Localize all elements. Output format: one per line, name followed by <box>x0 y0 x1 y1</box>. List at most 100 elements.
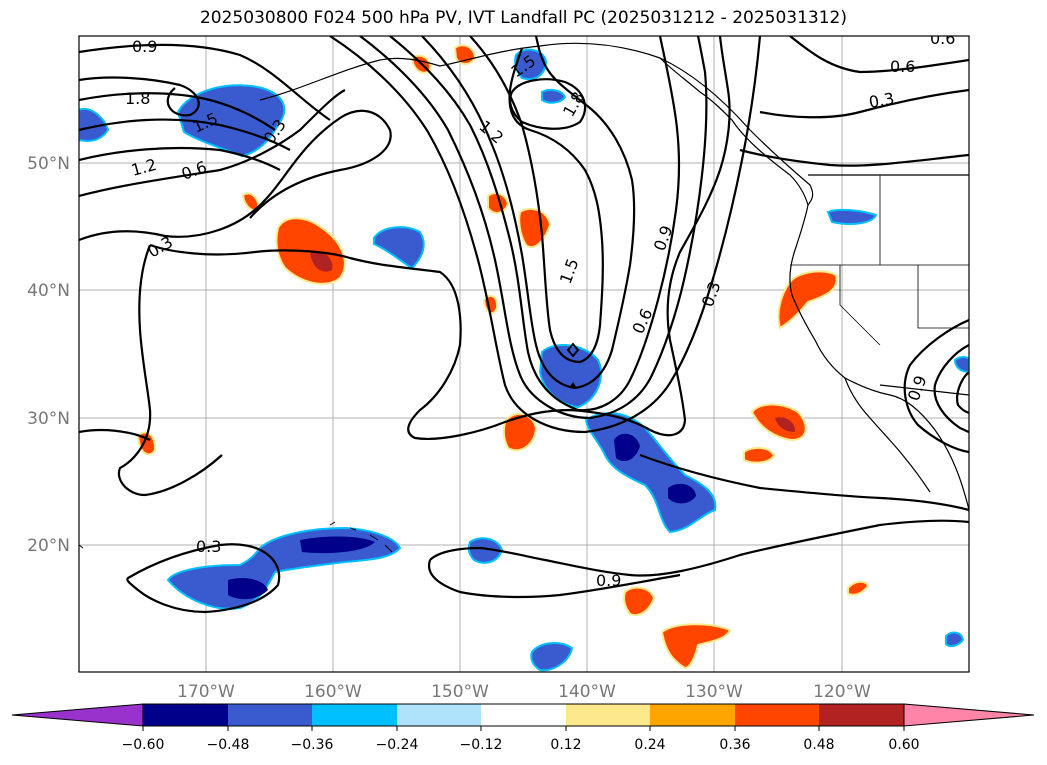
positive-anomaly-subtropics <box>502 412 538 452</box>
longitude-labels: 170°W 160°W 150°W 140°W 130°W 120°W <box>177 682 871 702</box>
negative-anomaly-central-pacific <box>373 226 425 270</box>
negative-anomaly-gulf-alaska-small <box>541 88 567 104</box>
contour-label: 0.3 <box>196 537 221 556</box>
contour-1.2-southeast-low <box>956 371 969 415</box>
colorbar-tick-label: 0.24 <box>634 737 665 753</box>
contour-0.3-east <box>759 88 969 119</box>
state-borders <box>790 175 969 346</box>
colorbar-tick-label: 0.48 <box>803 737 834 753</box>
colorbar-bin <box>312 704 397 726</box>
contour-0.3-west-edge <box>79 428 151 441</box>
contour-label: 0.3 <box>867 89 895 112</box>
colorbar-under-triangle <box>11 703 144 727</box>
colorbar-over-triangle <box>903 703 1035 727</box>
contour-label: 0.9 <box>132 37 157 56</box>
positive-anomaly-southeast <box>847 580 870 596</box>
map-frame <box>78 35 970 673</box>
contour-0.3-east-low <box>739 148 969 167</box>
colorbar-bin <box>397 704 481 726</box>
contour-0.9-west-2 <box>79 146 281 171</box>
positive-anomaly-california <box>777 270 838 330</box>
lon-label-140w: 140°W <box>558 682 616 702</box>
colorbar-ticks <box>142 726 905 731</box>
negative-anomaly-south <box>530 642 574 672</box>
colorbar-bin <box>481 704 566 726</box>
contour-0.9-trough-outer <box>359 36 708 420</box>
negative-anomaly-subtropical-core-1 <box>614 433 640 462</box>
colorbar-tick-label: −0.60 <box>122 737 165 753</box>
negative-anomaly-hawaii-core-1 <box>300 536 375 554</box>
colorbar-tick-label: −0.12 <box>460 737 503 753</box>
lat-label-50n: 50°N <box>27 154 70 174</box>
contour-label: 0.6 <box>890 57 915 76</box>
contour-1.8-west <box>79 76 200 117</box>
colorbar-labels: −0.60 −0.48 −0.36 −0.24 −0.12 0.12 0.24 … <box>122 737 920 753</box>
border-us-mexico <box>879 384 969 396</box>
negative-anomaly-east-of-hawaii <box>467 537 504 564</box>
colorbar-bin <box>735 704 819 726</box>
contour-1.2-west <box>79 118 291 151</box>
latitude-labels: 20°N 30°N 40°N 50°N <box>27 154 70 556</box>
pv-contours <box>79 36 969 614</box>
coastline-canada-coast <box>659 57 809 206</box>
contour-1.5-west <box>79 92 276 131</box>
colorbar: −0.60 −0.48 −0.36 −0.24 −0.12 0.12 0.24 … <box>11 703 1035 753</box>
colorbar-bin <box>650 704 735 726</box>
colorbar-frame <box>142 703 905 727</box>
low-center-marker <box>566 342 580 358</box>
contour-0.9-southeast-low <box>933 344 969 434</box>
contour-0.6-west <box>79 89 346 198</box>
colorbar-bin <box>819 704 904 726</box>
contour-0.3-aleutian-loop <box>79 109 392 242</box>
positive-anomaly-south-1 <box>623 586 656 616</box>
colorbar-tick-label: −0.36 <box>291 737 334 753</box>
contour-0.6-trough-outer <box>329 36 762 434</box>
contour-label: 0.6 <box>930 29 955 48</box>
colorbar-tick-label: 0.36 <box>719 737 750 753</box>
anomaly-fills <box>79 44 969 672</box>
coastlines <box>79 42 969 553</box>
negative-anomaly-pacific-northwest <box>826 208 878 225</box>
colorbar-bin <box>228 704 312 726</box>
low-center-marker-2 <box>569 382 577 388</box>
contour-0.3-southwest <box>126 543 281 614</box>
lat-label-20n: 20°N <box>27 536 70 556</box>
contour-0.6-southeast-low <box>903 318 969 454</box>
positive-anomaly-off-baja-core <box>775 417 796 432</box>
colorbar-tick-label: −0.24 <box>376 737 419 753</box>
lon-label-170w: 170°W <box>177 682 235 702</box>
contour-0.9-west <box>79 43 331 121</box>
negative-anomaly-aleutian <box>176 84 286 158</box>
contour-1.2-trough-west <box>389 36 681 412</box>
lat-label-40n: 40°N <box>27 281 70 301</box>
contour-label: 1.8 <box>125 89 150 108</box>
lon-label-150w: 150°W <box>431 682 489 702</box>
coastline-baja <box>844 377 931 493</box>
contour-label: 0.9 <box>596 571 621 590</box>
negative-anomaly-aleutian-west <box>79 107 110 142</box>
contour-0.3-loop-west-south <box>117 244 223 497</box>
contour-1.5-trough <box>421 36 636 390</box>
colorbar-tick-label: 0.60 <box>888 737 919 753</box>
contour-0.3-south <box>429 519 969 577</box>
contour-0.6-east <box>789 36 969 74</box>
colorbar-tick-label: 0.12 <box>550 737 581 753</box>
negative-anomaly-east-edge <box>953 356 969 374</box>
coastline-alaska <box>259 42 814 206</box>
positive-anomaly-gulf-small <box>487 192 510 214</box>
colorbar-bin <box>566 704 650 726</box>
lon-label-120w: 120°W <box>813 682 871 702</box>
contour-1.2-gulf-closed <box>509 78 587 130</box>
lon-label-160w: 160°W <box>304 682 362 702</box>
positive-anomaly-off-baja-small <box>743 446 776 464</box>
colorbar-tick-label: −0.48 <box>207 737 250 753</box>
coastline-hawaii <box>79 521 393 553</box>
negative-anomaly-subtropical-core-2 <box>668 483 696 504</box>
contour-1.8-trough-inner <box>469 36 604 364</box>
negative-anomaly-southeast <box>945 631 965 648</box>
positive-anomaly-south-2 <box>660 623 732 670</box>
lon-label-130w: 130°W <box>685 682 743 702</box>
map-title: 2025030800 F024 500 hPa PV, IVT Landfall… <box>199 8 847 28</box>
colorbar-bin <box>143 704 228 726</box>
